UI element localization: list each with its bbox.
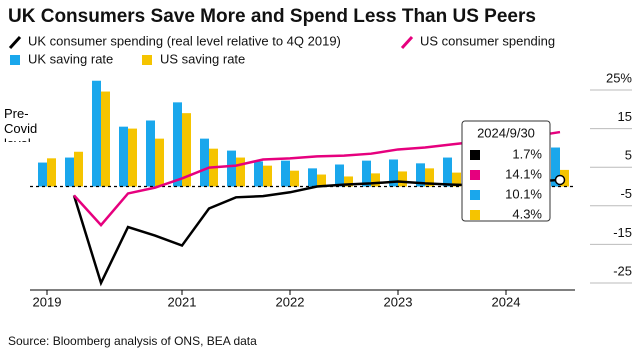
annotation-box: Pre-Covid level (4, 106, 38, 142)
bar (308, 168, 317, 187)
bar (155, 138, 164, 187)
chart-title: UK Consumers Save More and Spend Less Th… (8, 6, 536, 27)
bar (146, 120, 155, 187)
legend-swatch (400, 35, 414, 50)
legend-swatch (8, 35, 22, 50)
bar (371, 173, 380, 187)
bar (263, 165, 272, 187)
bar (236, 157, 245, 187)
bar (101, 91, 110, 187)
y-tick-label: 5 (625, 148, 632, 163)
tooltip-value: 14.1% (505, 166, 542, 181)
bar (227, 150, 236, 187)
bar (281, 160, 290, 187)
bar (389, 159, 398, 187)
bar (200, 138, 209, 187)
y-tick-label: 25% (606, 70, 632, 85)
bar (254, 161, 263, 187)
tooltip-swatch (470, 210, 480, 220)
bar (425, 168, 434, 187)
hover-dot (554, 174, 566, 186)
x-tick-label: 2021 (168, 294, 197, 309)
legend-label: UK saving rate (28, 51, 113, 66)
tooltip-swatch (470, 150, 480, 160)
y-tick-label: -25 (613, 263, 632, 278)
tooltip-title: 2024/9/30 (477, 125, 535, 140)
legend-swatch (10, 55, 20, 65)
x-tick-label: 2023 (384, 294, 413, 309)
bar (317, 174, 326, 187)
x-tick-label: 2022 (276, 294, 305, 309)
tooltip-value: 4.3% (512, 206, 542, 221)
bar (65, 157, 74, 187)
bar (443, 157, 452, 187)
bar (551, 147, 560, 187)
annotation: Pre-Covid level (4, 106, 38, 142)
legend-label: UK consumer spending (real level relativ… (28, 33, 341, 48)
tooltip (461, 120, 551, 222)
x-tick-label: 2019 (33, 294, 62, 309)
source: Source: Bloomberg analysis of ONS, BEA d… (8, 334, 257, 348)
bar (74, 151, 83, 187)
y-tick-label: 15 (618, 109, 632, 124)
legend-label: US consumer spending (420, 33, 555, 48)
tooltip-value: 1.7% (512, 146, 542, 161)
bar (344, 176, 353, 187)
bar (128, 128, 137, 187)
y-tick-label: -15 (613, 225, 632, 240)
legend-label: US saving rate (160, 51, 245, 66)
bar (335, 164, 344, 187)
tooltip-swatch (470, 170, 480, 180)
tooltip-value: 10.1% (505, 186, 542, 201)
bar (92, 80, 101, 187)
y-tick-label: -5 (620, 186, 632, 201)
bar (173, 102, 182, 187)
bar (290, 170, 299, 187)
bar (452, 172, 461, 187)
bar (182, 113, 191, 187)
legend-swatch (142, 55, 152, 65)
bar (38, 162, 47, 187)
bar (47, 158, 56, 187)
x-tick-label: 2024 (492, 294, 521, 309)
bar (362, 160, 371, 187)
bar (119, 126, 128, 187)
bar (398, 171, 407, 187)
bar (416, 163, 425, 187)
tooltip-swatch (470, 190, 480, 200)
